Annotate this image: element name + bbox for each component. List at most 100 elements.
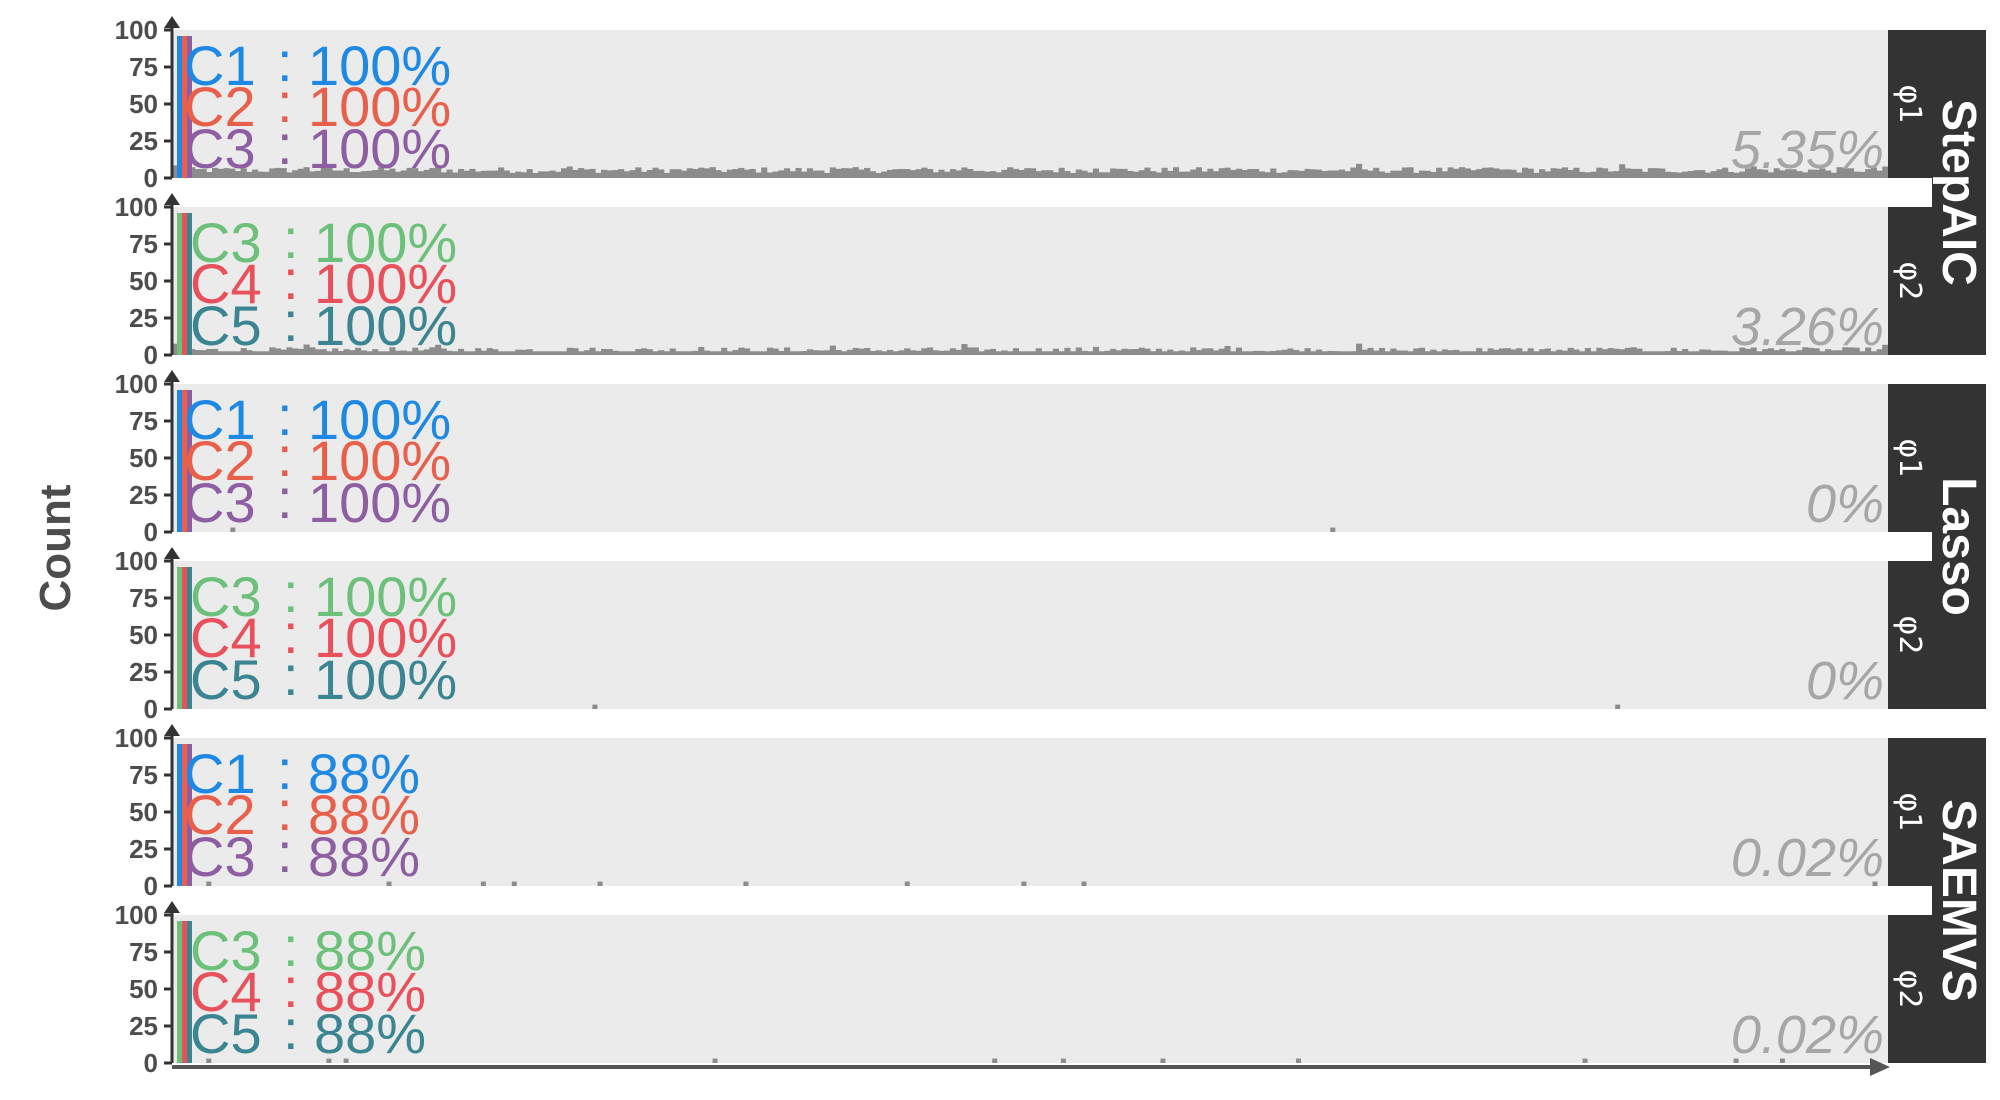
count-bar — [395, 350, 402, 355]
count-bar — [1178, 171, 1185, 178]
count-bar — [1060, 1058, 1066, 1063]
count-bar — [795, 167, 802, 178]
count-bar — [349, 172, 356, 178]
y-tick-label: 0 — [144, 694, 158, 724]
count-bar — [469, 168, 476, 178]
separator: : — [283, 998, 299, 1061]
count-bar — [1098, 351, 1105, 355]
count-bar — [1110, 168, 1117, 178]
count-bar — [1596, 167, 1603, 178]
count-bar — [1630, 168, 1637, 178]
count-bar — [898, 350, 905, 355]
y-axis-arrow — [164, 16, 180, 28]
count-bar — [269, 347, 276, 355]
count-bar — [1424, 170, 1431, 178]
y-tick-label: 75 — [129, 406, 158, 436]
count-bar — [1018, 169, 1025, 178]
count-bar — [892, 169, 899, 178]
count-bar — [1064, 347, 1071, 355]
count-bar — [1527, 348, 1534, 355]
count-bar — [217, 168, 224, 178]
count-bar — [386, 881, 392, 886]
count-bar — [1304, 348, 1311, 355]
selection-percentage: 0.02% — [1731, 1005, 1884, 1065]
count-bar — [1659, 168, 1666, 178]
count-bar — [675, 351, 682, 355]
count-bar — [1687, 171, 1694, 178]
count-bar — [1070, 172, 1077, 178]
count-bar — [995, 172, 1002, 178]
count-bar — [1842, 168, 1849, 178]
count-bar — [601, 169, 608, 178]
count-bar — [1762, 169, 1769, 178]
count-bar — [1396, 170, 1403, 178]
count-bar — [1676, 351, 1683, 355]
count-bar — [326, 1058, 332, 1063]
count-bar — [1270, 350, 1277, 355]
count-bar — [1064, 171, 1071, 178]
count-bar — [1865, 169, 1872, 178]
count-bar — [503, 351, 510, 355]
component-name-c3: C3 — [184, 117, 256, 180]
count-bar — [1316, 169, 1323, 178]
count-bar — [932, 350, 939, 355]
component-line-c5 — [187, 213, 192, 355]
count-bar — [1390, 348, 1397, 355]
count-bar — [240, 348, 247, 355]
inclusion-rate: 88% — [308, 825, 420, 888]
count-bar — [1155, 172, 1162, 178]
count-bar — [1653, 351, 1660, 355]
count-bar — [274, 167, 282, 178]
count-bar — [1876, 349, 1883, 355]
count-bar — [606, 170, 613, 178]
count-bar — [1499, 169, 1506, 178]
count-bar — [663, 172, 671, 178]
count-bar — [1493, 349, 1500, 355]
count-bar — [1218, 348, 1225, 355]
count-bar — [492, 170, 499, 178]
count-bar — [429, 168, 436, 178]
selection-percentage: 0.02% — [1731, 828, 1884, 888]
count-bar — [623, 351, 630, 355]
count-bar — [1173, 167, 1180, 178]
count-bar — [578, 351, 585, 355]
count-bar — [1842, 347, 1849, 355]
count-bar — [1521, 351, 1529, 355]
count-bar — [721, 347, 728, 355]
count-bar — [1150, 351, 1157, 355]
count-bar — [1235, 168, 1243, 178]
count-bar — [240, 168, 247, 178]
count-bar — [595, 172, 602, 178]
count-bar — [463, 170, 470, 178]
selection-percentage: 0% — [1806, 474, 1884, 534]
count-bar — [257, 351, 264, 355]
count-bar — [835, 349, 842, 355]
count-bar — [1624, 347, 1631, 355]
count-bar — [1704, 349, 1712, 355]
count-bar — [1567, 347, 1574, 355]
count-bar — [1487, 348, 1494, 355]
count-bar — [1825, 170, 1832, 178]
count-bar — [309, 347, 316, 355]
count-bar — [463, 351, 470, 355]
count-bar — [1739, 171, 1746, 178]
count-bar — [1418, 347, 1426, 355]
separator: : — [277, 30, 293, 93]
count-bar — [1167, 349, 1174, 355]
count-bar — [1413, 348, 1420, 355]
count-bar — [229, 168, 236, 178]
count-bar — [921, 167, 928, 178]
count-bar — [1144, 167, 1151, 178]
separator: : — [283, 915, 299, 978]
count-bar — [1642, 351, 1649, 355]
count-bar — [612, 350, 619, 355]
count-bar — [1453, 168, 1460, 178]
count-bar — [629, 170, 636, 178]
count-bar — [972, 347, 979, 355]
count-bar — [446, 350, 453, 355]
count-bar — [1602, 168, 1609, 178]
count-bar — [1579, 351, 1586, 355]
inclusion-rate: 100% — [308, 388, 451, 451]
count-bar — [194, 169, 201, 178]
count-bar — [1207, 168, 1214, 178]
